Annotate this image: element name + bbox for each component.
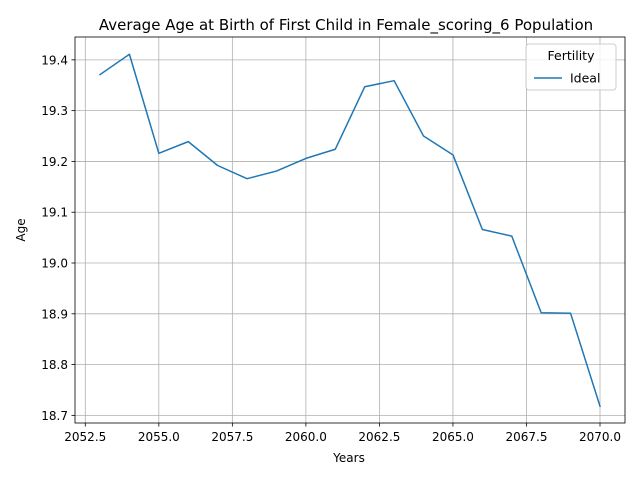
x-tick-label: 2055.0	[138, 430, 180, 444]
legend-title: Fertility	[548, 48, 596, 63]
x-tick-label: 2067.5	[505, 430, 547, 444]
y-tick-label: 19.2	[41, 155, 68, 169]
y-tick-label: 19.0	[41, 257, 68, 271]
legend: Fertility Ideal	[525, 43, 617, 91]
x-axis-ticks: 2052.5 2055.0 2057.5 2060.0 2062.5 2065.0 2067…	[64, 423, 621, 444]
legend-label-ideal: Ideal	[570, 71, 600, 86]
y-tick-label: 18.7	[41, 409, 68, 423]
chart-title: Average Age at Birth of First Child in F…	[99, 16, 593, 35]
x-tick-label: 2057.5	[211, 430, 253, 444]
series-line-ideal	[98, 53, 601, 408]
y-axis-ticks: 18.7 18.8 18.9 19.0 19.1 19.2 19.3 19.4	[41, 53, 75, 423]
y-tick-label: 19.3	[41, 104, 68, 118]
y-tick-label: 18.8	[41, 358, 68, 372]
series-lines	[98, 53, 601, 408]
x-tick-label: 2062.5	[358, 430, 400, 444]
plot-area-frame	[74, 36, 626, 424]
y-axis-label: Age	[14, 218, 28, 241]
grid-lines	[75, 37, 625, 423]
x-tick-label: 2060.0	[285, 430, 327, 444]
y-tick-label: 19.1	[41, 206, 68, 220]
x-tick-label: 2065.0	[432, 430, 474, 444]
x-tick-label: 2052.5	[64, 430, 106, 444]
y-tick-label: 18.9	[41, 307, 68, 321]
x-axis-label: Years	[332, 451, 365, 465]
y-tick-label: 19.4	[41, 53, 68, 67]
x-tick-label: 2070.0	[579, 430, 621, 444]
